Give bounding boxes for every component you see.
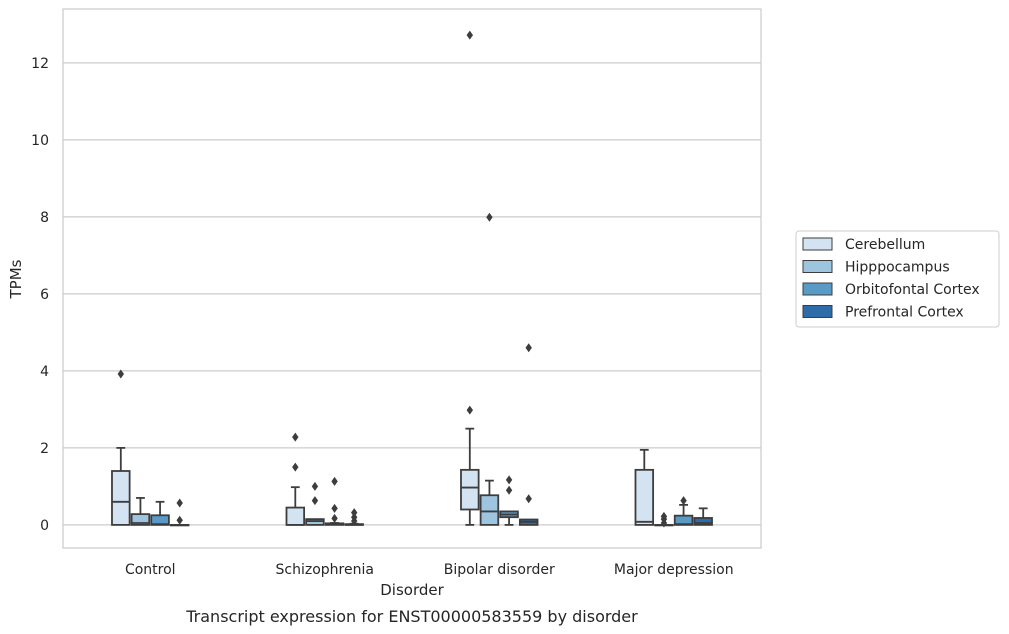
box-cerebellum bbox=[460, 427, 480, 526]
y-tick-label: 6 bbox=[40, 287, 49, 303]
outlier-marker bbox=[311, 481, 319, 491]
x-tick-label: Control bbox=[125, 562, 176, 578]
outlier-marker bbox=[176, 515, 183, 525]
outlier-marker bbox=[331, 503, 338, 513]
box-series bbox=[111, 427, 713, 527]
outlier-marker bbox=[311, 496, 319, 506]
legend: Cerebellum Hipppocampus Orbitofontal Corte… bbox=[795, 230, 1000, 328]
outlier-marker bbox=[176, 498, 183, 508]
y-axis-ticks: 0 2 4 6 8 10 12 bbox=[31, 56, 49, 534]
box-prefrontal-cortex bbox=[169, 524, 190, 527]
box-orbitofontal-cortex bbox=[324, 522, 345, 526]
y-tick-label: 4 bbox=[40, 364, 49, 380]
legend-swatch bbox=[802, 282, 833, 296]
box-prefrontal-cortex bbox=[693, 507, 713, 526]
box-cerebellum bbox=[285, 486, 306, 526]
y-tick-label: 2 bbox=[40, 441, 49, 457]
y-tick-label: 10 bbox=[31, 133, 49, 149]
legend-label: Hipppocampus bbox=[845, 260, 950, 276]
y-tick-label: 8 bbox=[40, 210, 49, 226]
box-orbitofontal-cortex bbox=[150, 500, 170, 526]
legend-label: Cerebellum bbox=[845, 237, 925, 253]
box-orbitofontal-cortex bbox=[673, 503, 694, 526]
box-cerebellum bbox=[111, 446, 131, 526]
outlier-marker bbox=[505, 475, 513, 485]
y-tick-label: 0 bbox=[40, 518, 49, 534]
legend-label: Orbitofontal Cortex bbox=[845, 282, 980, 298]
outlier-marker bbox=[331, 476, 338, 486]
box-body bbox=[634, 468, 655, 526]
chart-caption: Transcript expression for ENST0000058355… bbox=[185, 607, 638, 626]
legend-swatch bbox=[802, 237, 833, 251]
outlier-marker bbox=[505, 485, 513, 495]
outlier-marker bbox=[350, 512, 358, 522]
outlier-marker bbox=[525, 343, 532, 353]
outlier-marker bbox=[117, 369, 125, 379]
box-body bbox=[285, 506, 306, 526]
outlier-marker bbox=[292, 432, 299, 442]
box-hipppocampus bbox=[479, 479, 500, 526]
x-axis-label: Disorder bbox=[380, 581, 444, 599]
box-body bbox=[305, 518, 325, 526]
box-body bbox=[111, 470, 131, 526]
x-tick-label: Major depression bbox=[614, 562, 734, 578]
box-orbitofontal-cortex bbox=[499, 510, 519, 526]
grid-lines bbox=[63, 62, 761, 526]
box-body bbox=[479, 494, 500, 526]
box-body bbox=[460, 468, 480, 511]
legend-swatch bbox=[802, 260, 833, 273]
outlier-marker bbox=[466, 405, 474, 415]
y-axis-label: TPMs bbox=[7, 259, 25, 299]
box-prefrontal-cortex bbox=[518, 518, 539, 526]
outlier-marker bbox=[680, 496, 687, 506]
y-tick-label: 12 bbox=[31, 56, 49, 72]
box-body bbox=[693, 517, 713, 526]
outlier-marker bbox=[350, 508, 358, 518]
outlier-marker bbox=[486, 212, 493, 222]
outlier-marker bbox=[331, 513, 338, 523]
x-axis-ticks: Control Schizophrenia Bipolar disorder Majo… bbox=[125, 562, 734, 578]
outlier-marker bbox=[292, 462, 299, 472]
plot-frame bbox=[62, 8, 762, 549]
legend-box bbox=[795, 230, 1000, 328]
x-tick-label: Bipolar disorder bbox=[444, 562, 555, 578]
legend-swatch bbox=[802, 305, 833, 318]
box-cerebellum bbox=[634, 448, 655, 526]
box-hipppocampus bbox=[130, 497, 151, 526]
legend-item: Orbitofontal Cortex bbox=[802, 282, 980, 298]
legend-item: Cerebellum bbox=[802, 237, 925, 253]
box-hipppocampus bbox=[305, 518, 325, 526]
outlier-points bbox=[117, 30, 687, 528]
legend-label: Prefrontal Cortex bbox=[845, 305, 964, 321]
outlier-marker bbox=[466, 30, 474, 40]
legend-item: Hipppocampus bbox=[802, 260, 950, 276]
x-tick-label: Schizophrenia bbox=[276, 562, 374, 578]
outlier-marker bbox=[525, 494, 532, 504]
box-body bbox=[130, 513, 151, 526]
legend-item: Prefrontal Cortex bbox=[802, 305, 964, 321]
outlier-marker bbox=[660, 511, 668, 521]
